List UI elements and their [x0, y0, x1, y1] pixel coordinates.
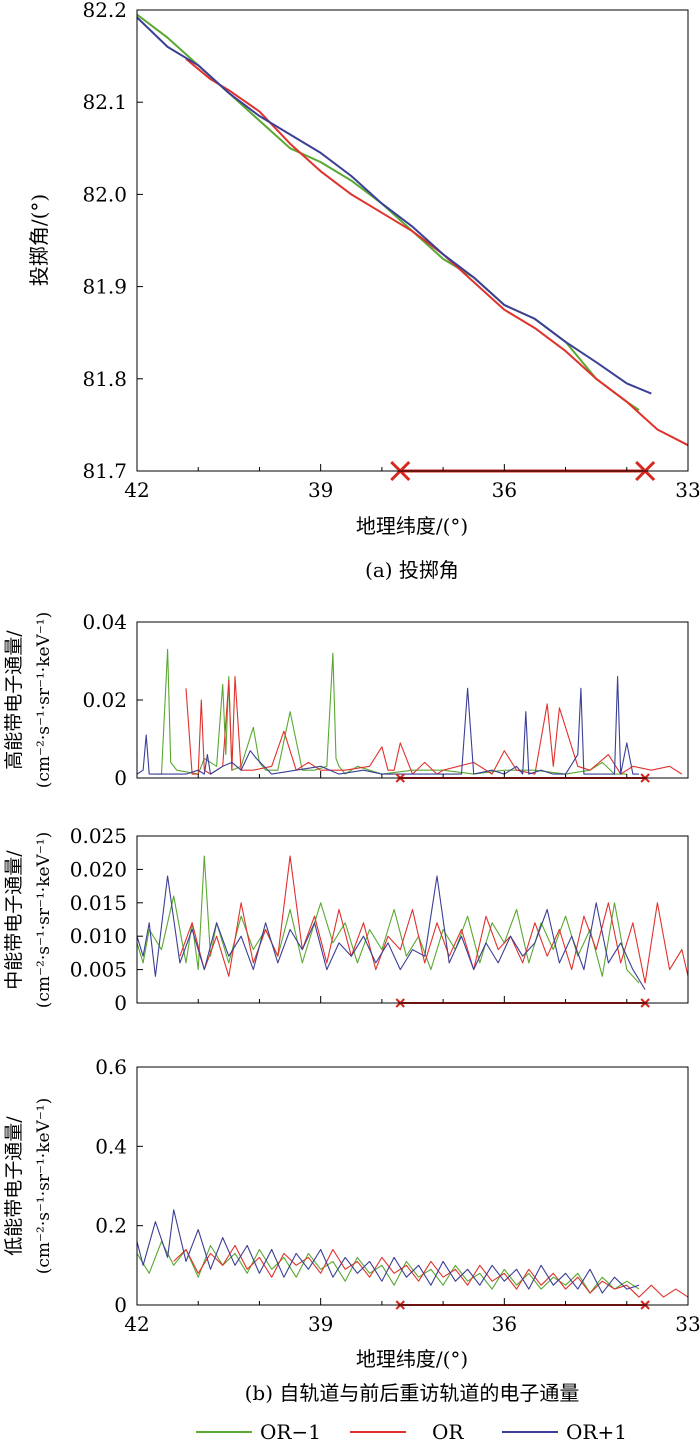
legend-label-or-minus-1: OR−1 — [260, 1420, 321, 1444]
mid-energy-plot-area — [136, 855, 689, 1008]
low-series-or-minus-1 — [136, 1240, 640, 1294]
pitch-series-or-minus-plus-minus-1 — [136, 16, 652, 395]
low-y-tick-label: 0.2 — [95, 1214, 127, 1238]
mid-y-tick-label: 0.005 — [70, 958, 127, 982]
low-x-tick-label: 33 — [675, 1312, 700, 1336]
low-y-tick-label: 0.4 — [95, 1134, 127, 1158]
mid-series-or-minus-plus-minus-1 — [136, 875, 646, 990]
mid-energy-y-axis-label-line2: (cm⁻²·s⁻¹·sr⁻¹·keV⁻¹) — [34, 832, 54, 1008]
pitch-x-axis-label: 地理纬度/(°) — [356, 514, 468, 538]
pitch-y-tick-label: 81.9 — [82, 275, 127, 299]
pitch-y-tick-label: 82.1 — [82, 90, 127, 114]
high-series-or-minus-plus-minus-1 — [136, 676, 639, 775]
panel-high-energy-flux: 0 0.02 0.04 高能带电子通量/ (cm⁻²·s⁻¹·sr⁻¹·keV⁻¹) — [3, 610, 689, 790]
low-x-tick-label: 36 — [492, 1312, 517, 1336]
low-x-tick-label: 42 — [124, 1312, 149, 1336]
mid-energy-y-axis-label-line1: 中能带电子通量/ — [3, 850, 25, 990]
panel-pitch-angle: 81.7 81.8 81.9 82.0 82.1 82.2 42 39 36 33 投掷角/(°)… — [27, 0, 700, 582]
high-y-tick-label: 0.02 — [82, 688, 127, 712]
high-series-or — [185, 676, 683, 775]
pitch-y-tick-label: 82.2 — [82, 0, 127, 22]
high-energy-y-axis-label-line1: 高能带电子通量/ — [3, 630, 25, 770]
legend-label-or-plus-1: OR+1 — [566, 1420, 627, 1444]
mid-energy-axis-ticks: 0 0.005 0.010 0.015 0.020 0.025 — [70, 824, 689, 1015]
low-energy-plot-frame — [136, 1066, 689, 1306]
mid-y-tick-label: 0.020 — [70, 857, 127, 881]
pitch-y-tick-label: 82.0 — [82, 182, 127, 206]
pitch-x-tick-label: 33 — [675, 478, 700, 502]
pitch-plot-frame — [136, 9, 689, 472]
low-series-or-minus-plus-minus-1 — [136, 1209, 640, 1294]
low-y-tick-label: 0.6 — [95, 1055, 127, 1079]
mid-series-or-minus-1 — [136, 855, 640, 984]
pitch-x-tick-label: 36 — [492, 478, 517, 502]
low-energy-plot-area — [136, 1209, 689, 1310]
mid-y-tick-label: 0.010 — [70, 924, 127, 948]
pitch-y-tick-label: 81.7 — [82, 459, 127, 483]
low-energy-y-axis-label-line1: 低能带电子通量/ — [3, 1116, 25, 1256]
legend-label-or: OR — [432, 1420, 464, 1444]
caption-b: (b) 自轨道与前后重访轨道的电子通量 — [245, 1381, 580, 1405]
high-energy-plot-area — [136, 648, 683, 783]
mid-y-tick-label: 0 — [114, 991, 127, 1015]
pitch-x-tick-label: 42 — [124, 478, 149, 502]
caption-a: (a) 投掷角 — [365, 558, 459, 582]
pitch-plot-area — [136, 13, 689, 482]
high-y-tick-label: 0.04 — [82, 610, 127, 634]
pitch-series-or — [185, 58, 689, 447]
low-y-tick-label: 0 — [114, 1293, 127, 1317]
high-energy-y-axis-label-line2: (cm⁻²·s⁻¹·sr⁻¹·keV⁻¹) — [34, 612, 54, 788]
mid-energy-plot-frame — [136, 835, 689, 1004]
pitch-x-tick-label: 39 — [308, 478, 333, 502]
high-y-tick-label: 0 — [114, 766, 127, 790]
low-x-tick-label: 39 — [308, 1312, 333, 1336]
panel-low-energy-flux: 0 0.2 0.4 0.6 42 39 36 33 低能带电子通量/ (cm⁻²·s⁻¹·sr… — [3, 1055, 700, 1371]
pitch-y-axis-label: 投掷角/(°) — [27, 194, 51, 286]
mid-series-or — [179, 855, 689, 984]
mid-y-tick-label: 0.015 — [70, 891, 127, 915]
panel-mid-energy-flux: 0 0.005 0.010 0.015 0.020 0.025 中能带电子通量/ (cm⁻… — [3, 824, 689, 1015]
high-energy-axis-ticks: 0 0.02 0.04 — [82, 610, 689, 790]
high-energy-plot-frame — [136, 621, 689, 779]
legend: OR−1 OR OR+1 — [196, 1420, 627, 1444]
pitch-axis-ticks: 81.7 81.8 81.9 82.0 82.1 82.2 42 39 36 33 — [82, 0, 700, 502]
low-energy-y-axis-label-line2: (cm⁻²·s⁻¹·sr⁻¹·keV⁻¹) — [34, 1098, 54, 1274]
low-series-or — [173, 1244, 689, 1298]
low-energy-axis-ticks: 0 0.2 0.4 0.6 42 39 36 33 — [95, 1055, 700, 1336]
low-energy-x-axis-label: 地理纬度/(°) — [356, 1347, 468, 1371]
mid-y-tick-label: 0.025 — [70, 824, 127, 848]
pitch-y-tick-label: 81.8 — [82, 367, 127, 391]
